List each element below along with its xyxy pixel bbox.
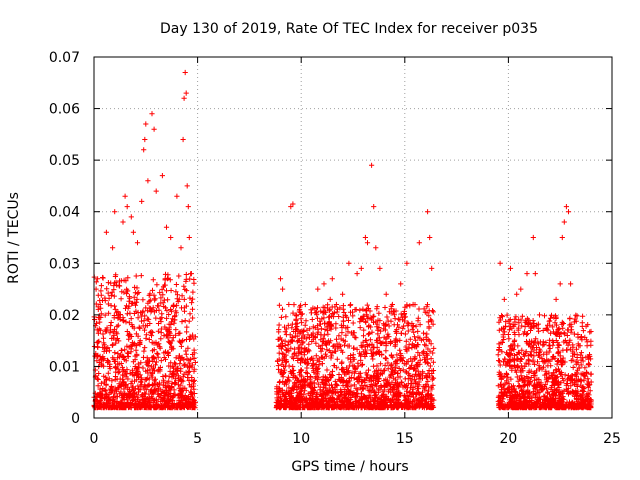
- x-tick-label: 25: [603, 431, 621, 447]
- x-tick-label: 15: [396, 431, 414, 447]
- y-tick-labels: 0 0.01 0.02 0.03 0.04 0.05 0.06 0.07: [49, 50, 80, 427]
- x-tick-label: 10: [292, 431, 310, 447]
- chart-title: Day 130 of 2019, Rate Of TEC Index for r…: [160, 21, 538, 37]
- x-tick-label: 5: [193, 431, 202, 447]
- x-axis-label: GPS time / hours: [291, 459, 408, 475]
- axis-ticks: [93, 56, 613, 419]
- data-points: [91, 69, 594, 411]
- y-tick-label: 0.03: [49, 256, 80, 272]
- x-tick-label: 0: [90, 431, 99, 447]
- y-tick-label: 0.05: [49, 153, 80, 169]
- y-tick-label: 0.06: [49, 102, 80, 118]
- y-tick-label: 0.07: [49, 50, 80, 66]
- x-tick-labels: 0 5 10 15 20 25: [90, 431, 621, 447]
- plot-frame: [93, 56, 613, 419]
- x-tick-label: 20: [499, 431, 517, 447]
- y-tick-label: 0: [71, 411, 80, 427]
- roti-series-markers: [91, 69, 594, 411]
- y-axis-label: ROTI / TECUs: [6, 192, 22, 284]
- y-tick-label: 0.01: [49, 359, 80, 375]
- y-tick-label: 0.02: [49, 308, 80, 324]
- y-tick-label: 0.04: [49, 205, 80, 221]
